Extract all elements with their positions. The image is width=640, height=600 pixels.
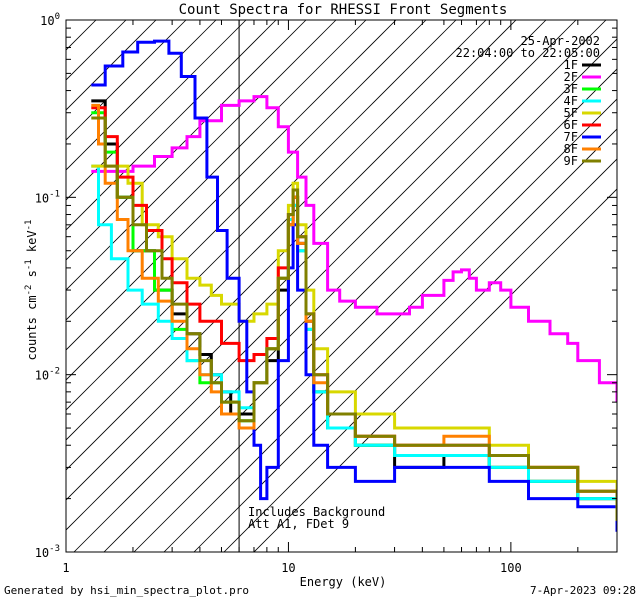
hatch-line: [66, 20, 577, 531]
y-axis-label: counts cm-2 s-1 keV-1: [24, 220, 39, 361]
legend-label-7f: 7F: [564, 130, 578, 144]
x-axis-label: Energy (keV): [300, 575, 387, 589]
series-line-2f: [91, 95, 617, 403]
y-tick-base: 10: [40, 14, 54, 28]
legend-label-4f: 4F: [564, 94, 578, 108]
hatch-line: [193, 128, 617, 552]
footer-generated-by: Generated by hsi_min_spectra_plot.pro: [4, 584, 249, 597]
y-axis-label-counts: counts cm: [25, 295, 39, 360]
y-axis-label-exp1: -2: [24, 285, 34, 296]
hatch-line: [66, 20, 127, 81]
y-axis-label-exp2: -1: [24, 259, 34, 270]
hatch-line: [66, 20, 427, 381]
y-tick-base: 10: [35, 191, 49, 205]
chart-title: Count Spectra for RHESSI Front Segments: [179, 2, 508, 18]
hatch-line: [66, 20, 397, 351]
series-line-6f: [91, 106, 617, 521]
x-tick-label: 10: [281, 561, 295, 575]
annotation-line-2: Att A1, FDet 9: [248, 517, 349, 531]
time-range-label: 22:04:00 to 22:05:00: [456, 46, 601, 60]
y-axis-label-kev: keV: [25, 230, 39, 259]
hatch-line: [66, 20, 547, 501]
annotation-line-1: Includes Background: [248, 505, 385, 519]
hatch-line: [163, 98, 617, 552]
y-tick-label: 10-1: [35, 189, 60, 205]
series-line-1f: [91, 99, 617, 521]
y-tick-base: 10: [35, 546, 49, 560]
hatch-line: [66, 20, 277, 231]
y-tick-exponent: -2: [49, 367, 60, 377]
plot-frame: [65, 19, 618, 553]
y-tick-label: 10-3: [35, 544, 60, 560]
hatch-line: [66, 20, 337, 291]
series-line-7f: [91, 39, 617, 532]
hatch-line: [133, 68, 617, 552]
date-label: 25-Apr-2002: [521, 34, 600, 48]
x-tick-label: 100: [500, 561, 522, 575]
legend-label-8f: 8F: [564, 142, 578, 156]
hatch-line: [66, 20, 247, 201]
series-group: [91, 39, 617, 532]
legend-label-5f: 5F: [564, 106, 578, 120]
y-tick-exponent: -3: [49, 544, 60, 554]
hatch-line: [73, 20, 607, 552]
background-hatched-region: [66, 20, 617, 552]
series-line-5f: [91, 164, 617, 499]
hatch-line: [66, 20, 97, 51]
hatch-line: [66, 20, 517, 471]
y-axis-label-exp3: -1: [24, 220, 34, 231]
series-line-9f: [91, 116, 617, 521]
y-tick-exponent: 0: [55, 12, 60, 22]
x-tick-label: 1: [62, 561, 69, 575]
hatch-line: [253, 188, 617, 552]
hatch-line: [103, 38, 617, 552]
legend-label-6f: 6F: [564, 118, 578, 132]
series-line-3f: [91, 111, 617, 521]
hatch-line: [66, 20, 307, 261]
y-axis-label-s: s: [25, 270, 39, 284]
hatch-line: [66, 20, 487, 441]
legend-label-3f: 3F: [564, 82, 578, 96]
y-tick-label: 10-2: [35, 367, 60, 383]
legend-label-9f: 9F: [564, 154, 578, 168]
hatch-line: [66, 20, 367, 321]
series-line-8f: [91, 103, 617, 521]
footer-timestamp: 7-Apr-2023 09:28: [530, 584, 636, 597]
hatch-line: [66, 20, 457, 411]
y-tick-base: 10: [35, 369, 49, 383]
hatch-line: [66, 20, 217, 171]
y-tick-exponent: -1: [49, 189, 60, 199]
legend-label-1f: 1F: [564, 58, 578, 72]
hatch-line: [66, 20, 157, 111]
y-tick-label: 100: [40, 12, 60, 28]
legend-label-2f: 2F: [564, 70, 578, 84]
